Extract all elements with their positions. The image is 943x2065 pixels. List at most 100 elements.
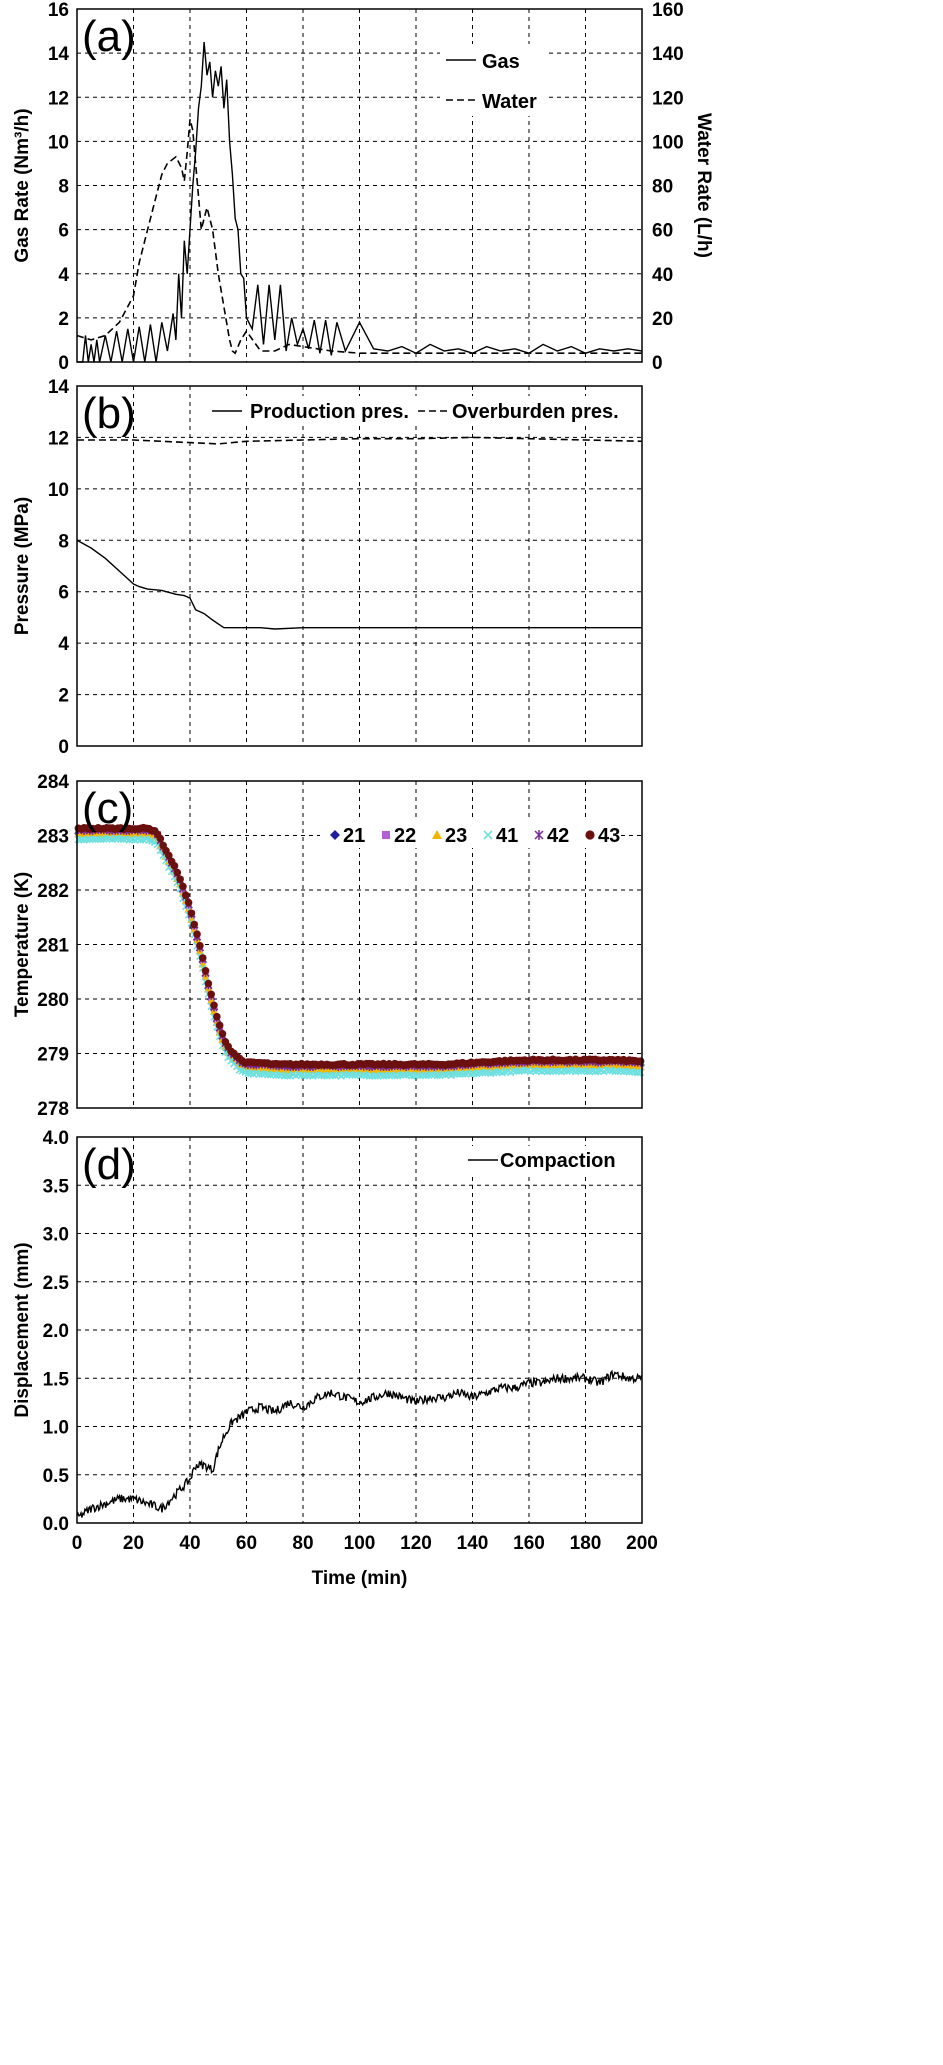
data-point — [546, 1067, 554, 1076]
data-point — [399, 1071, 408, 1079]
legend-21-label: 21 — [343, 825, 365, 847]
data-point — [432, 830, 442, 839]
y-tick-label: 280 — [37, 990, 69, 1011]
data-point — [470, 1069, 478, 1078]
series-overburden-pres-line — [77, 436, 643, 445]
panel-d-displacement: 0.0 0.5 1.0 1.5 2.0 2.5 3.0 3.5 4.0 0 20 40 60 80 100 1… — [12, 1128, 658, 1589]
y2-tick-label: 40 — [652, 265, 673, 286]
data-point — [534, 830, 544, 840]
series-compaction-line — [76, 1369, 643, 1518]
data-point — [330, 830, 340, 840]
data-point — [280, 1072, 289, 1080]
legend-production-label: Production pres. — [250, 401, 409, 423]
y-tick-label: 2 — [58, 686, 69, 707]
data-point — [413, 1071, 422, 1079]
panel-c-legend: 21 22 23 41 42 43 — [320, 820, 620, 848]
data-point — [181, 891, 190, 900]
y-tick-label: 16 — [48, 0, 69, 21]
legend-gas-label: Gas — [482, 51, 520, 73]
panel-b-frame — [76, 385, 643, 747]
legend-43-marker — [585, 830, 595, 840]
y-tick-label: 0 — [58, 353, 69, 374]
data-point — [549, 1067, 557, 1075]
data-point — [165, 851, 173, 860]
x-tick-label: 40 — [179, 1533, 200, 1554]
y-tick-label: 1.0 — [43, 1418, 69, 1439]
y-tick-label: 10 — [48, 132, 69, 153]
y-tick-label: 281 — [37, 936, 69, 957]
data-point — [636, 1057, 645, 1066]
data-point — [218, 1029, 227, 1038]
legend-22-label: 22 — [394, 825, 416, 847]
y-tick-label: 1.5 — [43, 1369, 70, 1390]
y-tick-label: 2 — [58, 309, 69, 330]
x-tick-label: 60 — [236, 1533, 257, 1554]
panel-d-label: (d) — [82, 1140, 136, 1189]
y-tick-label: 0.5 — [43, 1466, 70, 1487]
data-point — [433, 1071, 441, 1080]
panel-c-frame — [76, 780, 643, 1109]
panel-a-ylabel-left: Gas Rate (Nm³/h) — [12, 108, 33, 262]
y2-tick-label: 60 — [652, 221, 673, 242]
y-tick-label: 12 — [48, 428, 69, 449]
data-point — [190, 920, 199, 929]
series-production-pres-line — [76, 539, 642, 630]
legend-water-label: Water — [482, 91, 537, 113]
y-tick-label: 14 — [48, 377, 70, 398]
data-point — [422, 1071, 430, 1080]
panel-d-ylabel: Displacement (mm) — [12, 1242, 33, 1417]
x-tick-label: 100 — [344, 1533, 376, 1554]
x-tick-label: 20 — [123, 1533, 144, 1554]
data-point — [478, 1068, 487, 1077]
legend-42-marker — [534, 830, 544, 840]
panel-d-xlabel: Time (min) — [312, 1568, 408, 1589]
data-point — [201, 967, 210, 975]
data-point — [458, 1070, 467, 1078]
data-point — [481, 1068, 489, 1077]
x-tick-label: 120 — [400, 1533, 432, 1554]
y-tick-label: 283 — [37, 827, 69, 848]
panel-d-legend: Compaction — [464, 1146, 634, 1174]
data-point — [244, 1069, 252, 1078]
data-point — [343, 1071, 351, 1079]
legend-41-marker — [483, 830, 493, 840]
y-tick-label: 2.5 — [43, 1273, 70, 1294]
data-point — [204, 979, 213, 988]
data-point — [365, 1072, 374, 1080]
panel-a-frame — [76, 8, 643, 363]
legend-22-marker — [382, 831, 390, 839]
y-tick-label: 6 — [58, 221, 69, 242]
data-point — [213, 1012, 221, 1021]
y2-tick-label: 0 — [652, 353, 663, 374]
y2-tick-label: 20 — [652, 309, 673, 330]
data-point — [633, 1068, 642, 1077]
panel-b-label: (b) — [82, 389, 136, 438]
series-water-line — [76, 119, 642, 355]
y-tick-label: 3.0 — [43, 1225, 69, 1246]
data-point — [283, 1072, 292, 1080]
y-tick-label: 3.5 — [43, 1176, 70, 1197]
legend-23-marker — [432, 830, 442, 839]
data-point — [91, 835, 100, 844]
y-tick-label: 4 — [58, 634, 69, 655]
legend-box — [320, 820, 620, 848]
panel-a-label: (a) — [82, 12, 136, 61]
data-point — [419, 1071, 427, 1079]
data-point — [475, 1069, 484, 1077]
data-point — [193, 930, 201, 938]
y-tick-label: 14 — [48, 44, 70, 65]
data-point — [368, 1072, 376, 1080]
data-point — [215, 1021, 224, 1030]
legend-21-marker — [330, 830, 340, 840]
panel-c-label: (c) — [82, 784, 133, 833]
data-point — [136, 836, 145, 844]
y-tick-label: 8 — [58, 177, 69, 198]
data-point — [391, 1071, 399, 1080]
data-point — [303, 1071, 312, 1080]
panel-a-legend: Gas Water — [440, 44, 548, 116]
y-tick-label: 278 — [37, 1099, 69, 1120]
legend-compaction-label: Compaction — [500, 1150, 616, 1172]
y-tick-label: 2.0 — [43, 1321, 69, 1342]
